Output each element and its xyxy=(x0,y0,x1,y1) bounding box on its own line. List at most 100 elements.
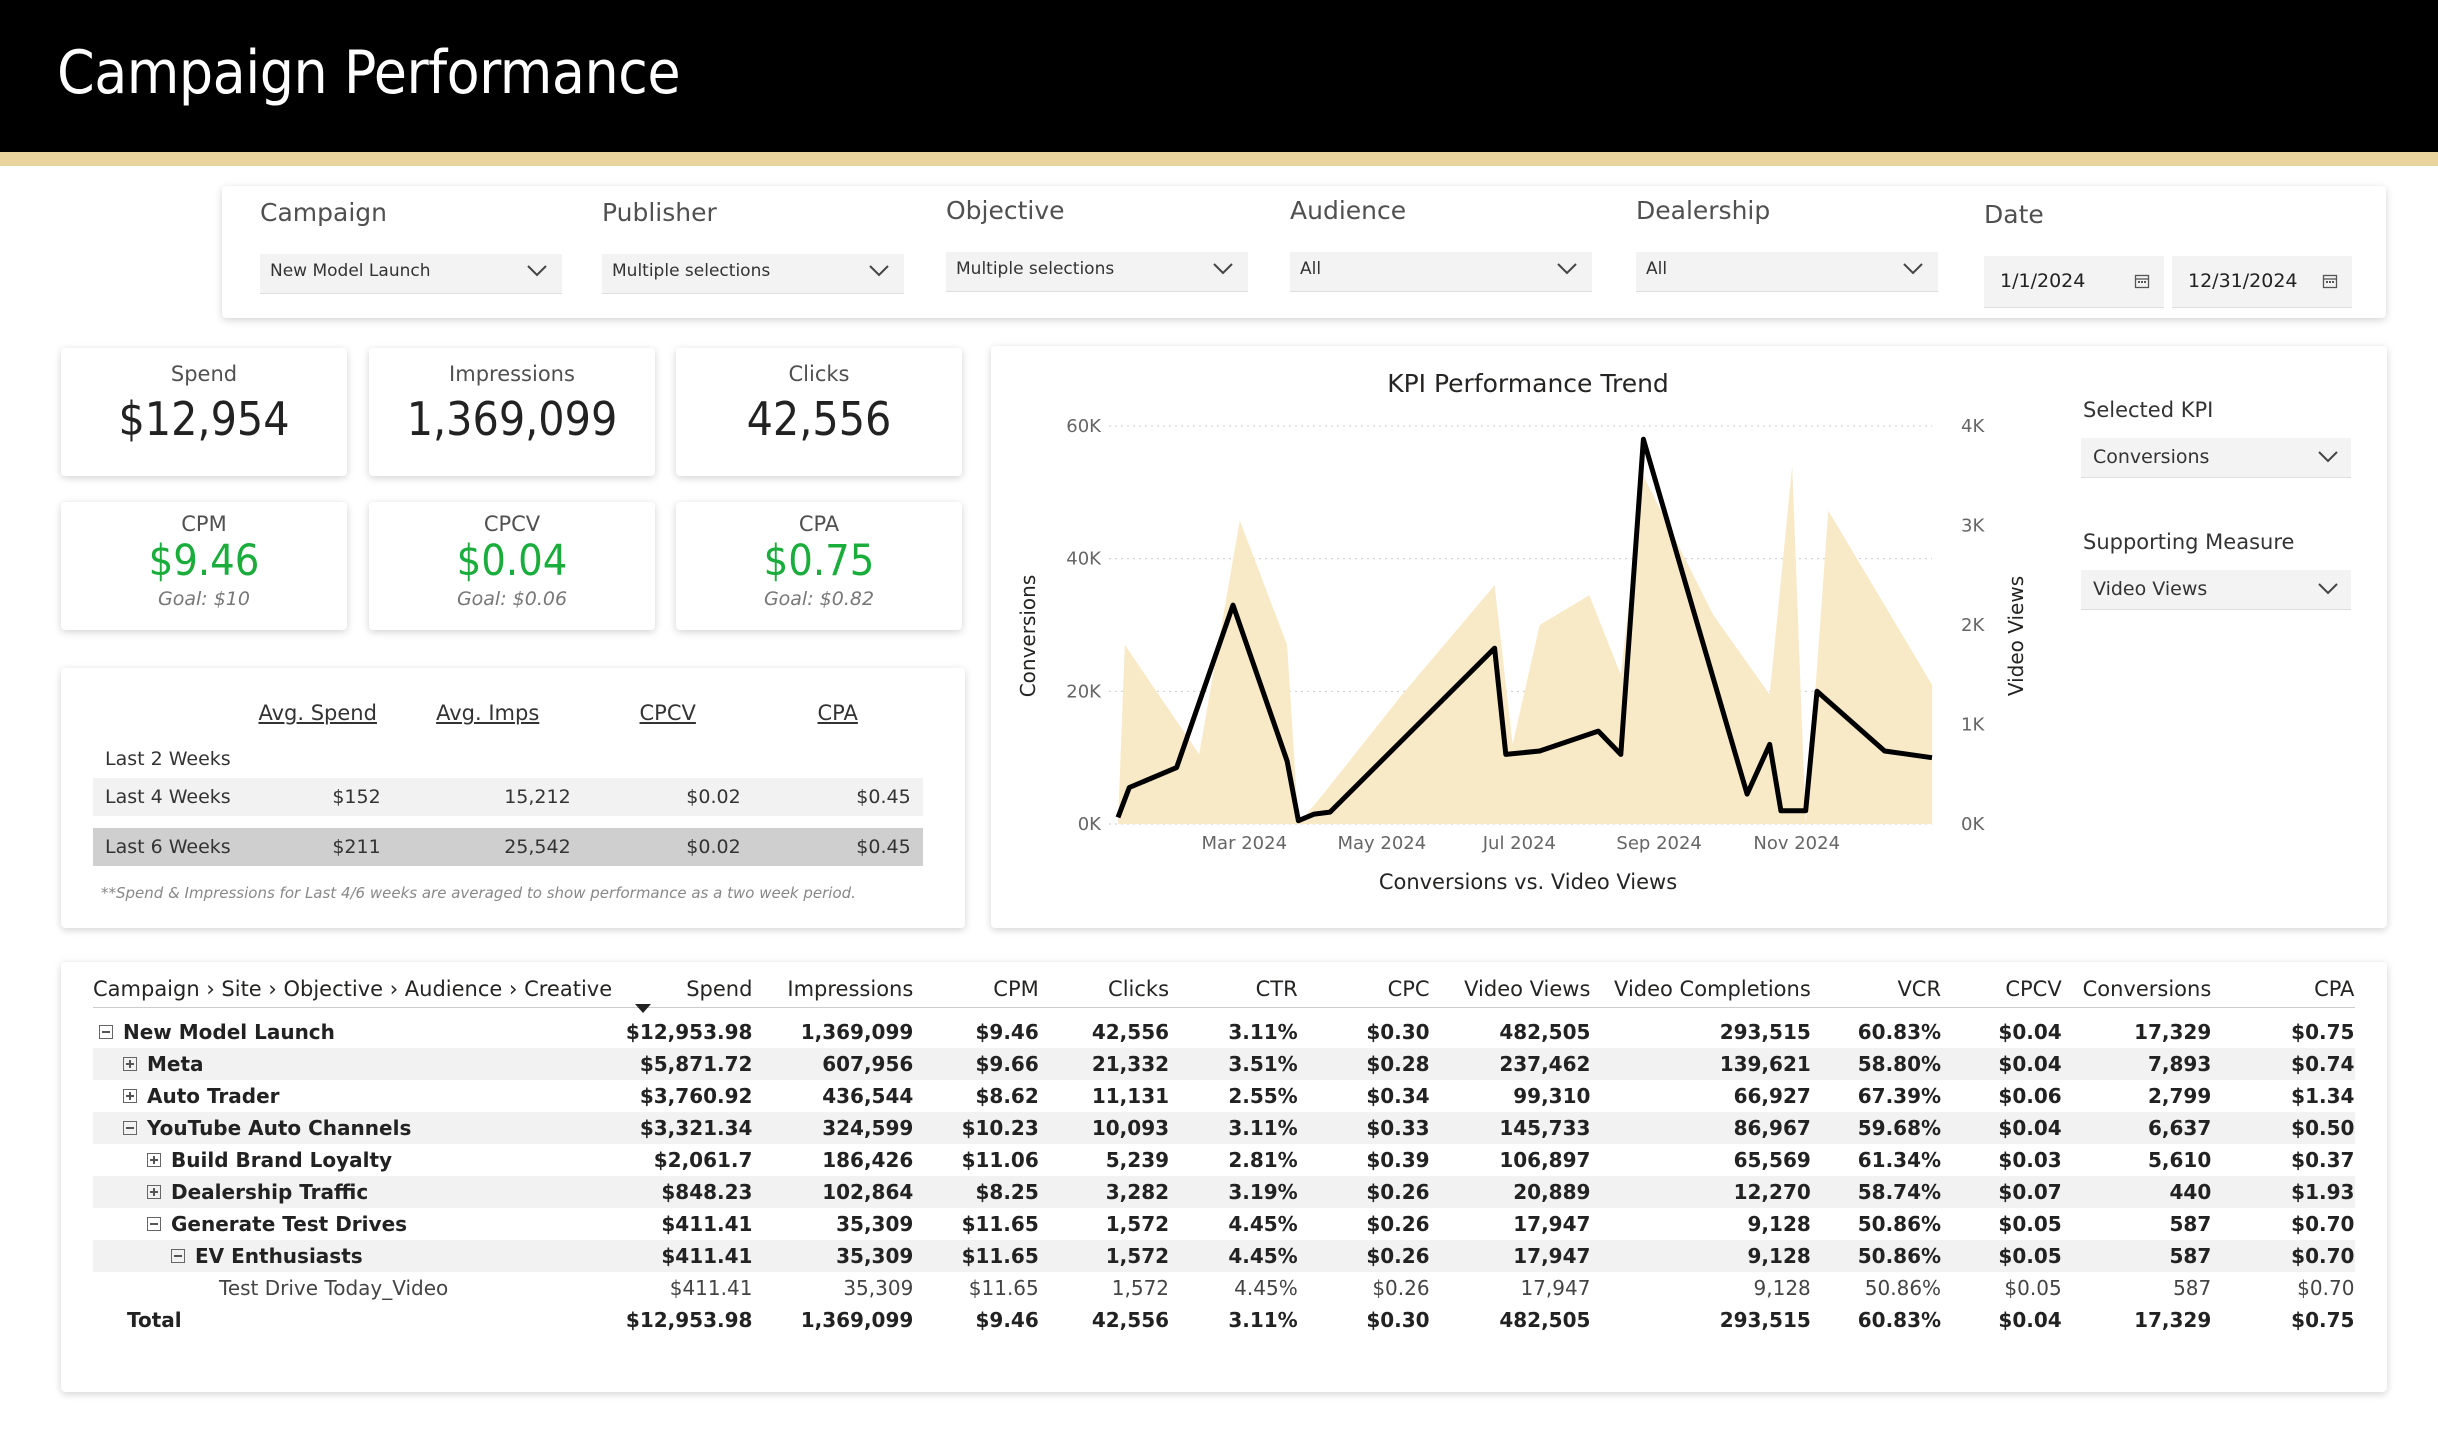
matrix-row-label: YouTube Auto Channels xyxy=(147,1116,412,1140)
collapse-icon[interactable] xyxy=(123,1120,137,1135)
matrix-header-cpa[interactable]: CPA xyxy=(2314,977,2355,1001)
header-accent-bar xyxy=(0,152,2438,166)
matrix-cell-cpc: $0.26 xyxy=(1366,1180,1430,1204)
matrix-cell-video-views: 20,889 xyxy=(1513,1180,1591,1204)
matrix-cell-video-views: 482,505 xyxy=(1499,1308,1591,1332)
y-tick-label: 60K xyxy=(1066,416,1102,437)
matrix-cell-name: Total xyxy=(127,1304,182,1336)
matrix-cell-spend: $848.23 xyxy=(661,1180,753,1204)
audience-dropdown[interactable]: All xyxy=(1290,252,1592,292)
matrix-header-name[interactable]: Campaign › Site › Objective › Audience ›… xyxy=(93,977,613,1001)
matrix-cell-vcr: 50.86% xyxy=(1857,1212,1942,1236)
matrix-header-cpcv[interactable]: CPCV xyxy=(2005,977,2062,1001)
calendar-icon[interactable] xyxy=(2322,273,2338,289)
matrix-cell-spend: $411.41 xyxy=(669,1276,753,1300)
matrix-cell-impressions: 102,864 xyxy=(822,1180,914,1204)
page-header: Campaign Performance xyxy=(0,0,2438,152)
weeks-header-cpa[interactable]: CPA xyxy=(817,701,858,725)
matrix-cell-video-views: 106,897 xyxy=(1499,1148,1591,1172)
matrix-row[interactable]: Dealership Traffic $848.23 102,864 $8.25 3,2… xyxy=(93,1176,2355,1208)
objective-slicer: Objective Multiple selections xyxy=(946,196,1248,292)
matrix-cell-video-views: 237,462 xyxy=(1499,1052,1591,1076)
date-slicer-label: Date xyxy=(1984,200,2044,229)
matrix-cell-clicks: 21,332 xyxy=(1091,1052,1170,1076)
start-date-input[interactable]: 1/1/2024 xyxy=(1984,256,2164,308)
objective-slicer-label: Objective xyxy=(946,196,1065,225)
weeks-header-avg-imps[interactable]: Avg. Imps xyxy=(436,701,540,725)
matrix-header-video-completions[interactable]: Video Completions xyxy=(1614,977,1811,1001)
kpi-trend-chart[interactable]: 0K 20K 40K 60K 0K 1K 2K 3K 4K Mar 2024 May 2024 Jul… xyxy=(991,346,2051,928)
matrix-header-impressions[interactable]: Impressions xyxy=(787,977,914,1001)
matrix-cell-name: Test Drive Today_Video xyxy=(219,1272,448,1304)
matrix-cell-cpa: $0.75 xyxy=(2291,1020,2355,1044)
matrix-header-clicks[interactable]: Clicks xyxy=(1108,977,1170,1001)
kpi-goal: Goal: $0.06 xyxy=(456,588,568,610)
matrix-row[interactable]: YouTube Auto Channels $3,321.34 324,599 $10… xyxy=(93,1112,2355,1144)
matrix-cell-video-completions: 9,128 xyxy=(1747,1212,1811,1236)
matrix-cell-vcr: 59.68% xyxy=(1857,1116,1942,1140)
end-date-input[interactable]: 12/31/2024 xyxy=(2172,256,2352,308)
matrix-header-spend[interactable]: Spend xyxy=(686,977,753,1001)
expand-icon[interactable] xyxy=(147,1152,161,1167)
weeks-row-label: Last 4 Weeks xyxy=(93,778,243,816)
matrix-cell-impressions: 35,309 xyxy=(836,1244,914,1268)
weeks-header-avg-spend[interactable]: Avg. Spend xyxy=(258,701,377,725)
selected-kpi-dropdown[interactable]: Conversions xyxy=(2081,438,2351,478)
weeks-row-last-2: Last 2 Weeks xyxy=(93,740,923,778)
chevron-down-icon xyxy=(869,265,889,277)
expand-icon[interactable] xyxy=(147,1184,161,1199)
weeks-header-cpcv[interactable]: CPCV xyxy=(639,701,696,725)
matrix-row[interactable]: Build Brand Loyalty $2,061.7 186,426 $11.06… xyxy=(93,1144,2355,1176)
matrix-cell-cpm: $8.25 xyxy=(975,1180,1039,1204)
publisher-dropdown[interactable]: Multiple selections xyxy=(602,254,904,294)
matrix-row[interactable]: Test Drive Today_Video $411.41 35,309 $11.6… xyxy=(93,1272,2355,1304)
matrix-cell-vcr: 58.74% xyxy=(1857,1180,1942,1204)
matrix-cell-name: EV Enthusiasts xyxy=(171,1240,363,1272)
dealership-dropdown-value: All xyxy=(1646,259,1668,279)
matrix-header-vcr[interactable]: VCR xyxy=(1897,977,1942,1001)
matrix-cell-cpcv: $0.04 xyxy=(1998,1020,2062,1044)
matrix-total-row[interactable]: Total $12,953.98 1,369,099 $9.46 42,556 3.11%… xyxy=(93,1304,2355,1336)
collapse-icon[interactable] xyxy=(147,1216,161,1231)
y-tick-label: 0K xyxy=(1078,814,1102,835)
matrix-header-ctr[interactable]: CTR xyxy=(1255,977,1298,1001)
matrix-row-label: Dealership Traffic xyxy=(171,1180,369,1204)
supporting-measure-dropdown[interactable]: Video Views xyxy=(2081,570,2351,610)
matrix-row[interactable]: EV Enthusiasts $411.41 35,309 $11.65 1,572 4.… xyxy=(93,1240,2355,1272)
matrix-cell-vcr: 50.86% xyxy=(1857,1244,1942,1268)
matrix-cell-name: New Model Launch xyxy=(99,1016,335,1048)
y2-tick-label: 2K xyxy=(1961,615,1985,636)
campaign-dropdown[interactable]: New Model Launch xyxy=(260,254,562,294)
matrix-cell-cpcv: $0.07 xyxy=(1998,1180,2062,1204)
expand-icon[interactable] xyxy=(123,1056,137,1071)
matrix-header-cpm[interactable]: CPM xyxy=(993,977,1039,1001)
kpi-label: Impressions xyxy=(449,362,575,386)
collapse-icon[interactable] xyxy=(171,1248,185,1263)
collapse-icon[interactable] xyxy=(99,1024,113,1039)
matrix-header-conversions[interactable]: Conversions xyxy=(2082,977,2212,1001)
matrix-header-video-views[interactable]: Video Views xyxy=(1464,977,1591,1001)
calendar-icon[interactable] xyxy=(2134,273,2150,289)
expand-icon[interactable] xyxy=(123,1088,137,1103)
matrix-cell-vcr: 50.86% xyxy=(1864,1276,1942,1300)
matrix-cell-cpc: $0.30 xyxy=(1366,1308,1430,1332)
impressions-kpi-card: Impressions 1,369,099 xyxy=(369,348,655,476)
sort-descending-icon[interactable] xyxy=(635,1004,651,1013)
objective-dropdown[interactable]: Multiple selections xyxy=(946,252,1248,292)
matrix-row-label: Generate Test Drives xyxy=(171,1212,408,1236)
matrix-row[interactable]: Auto Trader $3,760.92 436,544 $8.62 11,131 2.… xyxy=(93,1080,2355,1112)
dealership-dropdown[interactable]: All xyxy=(1636,252,1938,292)
matrix-cell-cpcv: $0.03 xyxy=(1998,1148,2062,1172)
publisher-dropdown-value: Multiple selections xyxy=(612,261,771,281)
matrix-cell-video-completions: 12,270 xyxy=(1733,1180,1811,1204)
campaign-matrix-card: Campaign › Site › Objective › Audience ›… xyxy=(61,962,2387,1392)
matrix-cell-video-completions: 66,927 xyxy=(1733,1084,1811,1108)
matrix-cell-cpm: $9.46 xyxy=(975,1308,1039,1332)
matrix-cell-name: Dealership Traffic xyxy=(147,1176,368,1208)
audience-slicer: Audience All xyxy=(1290,196,1592,292)
matrix-row[interactable]: Generate Test Drives $411.41 35,309 $11.65 1… xyxy=(93,1208,2355,1240)
matrix-row[interactable]: New Model Launch $12,953.98 1,369,099 $9.46… xyxy=(93,1016,2355,1048)
matrix-header-cpc[interactable]: CPC xyxy=(1387,977,1430,1001)
y-tick-label: 40K xyxy=(1066,549,1102,570)
matrix-row[interactable]: Meta $5,871.72 607,956 $9.66 21,332 3.51% $0.2… xyxy=(93,1048,2355,1080)
